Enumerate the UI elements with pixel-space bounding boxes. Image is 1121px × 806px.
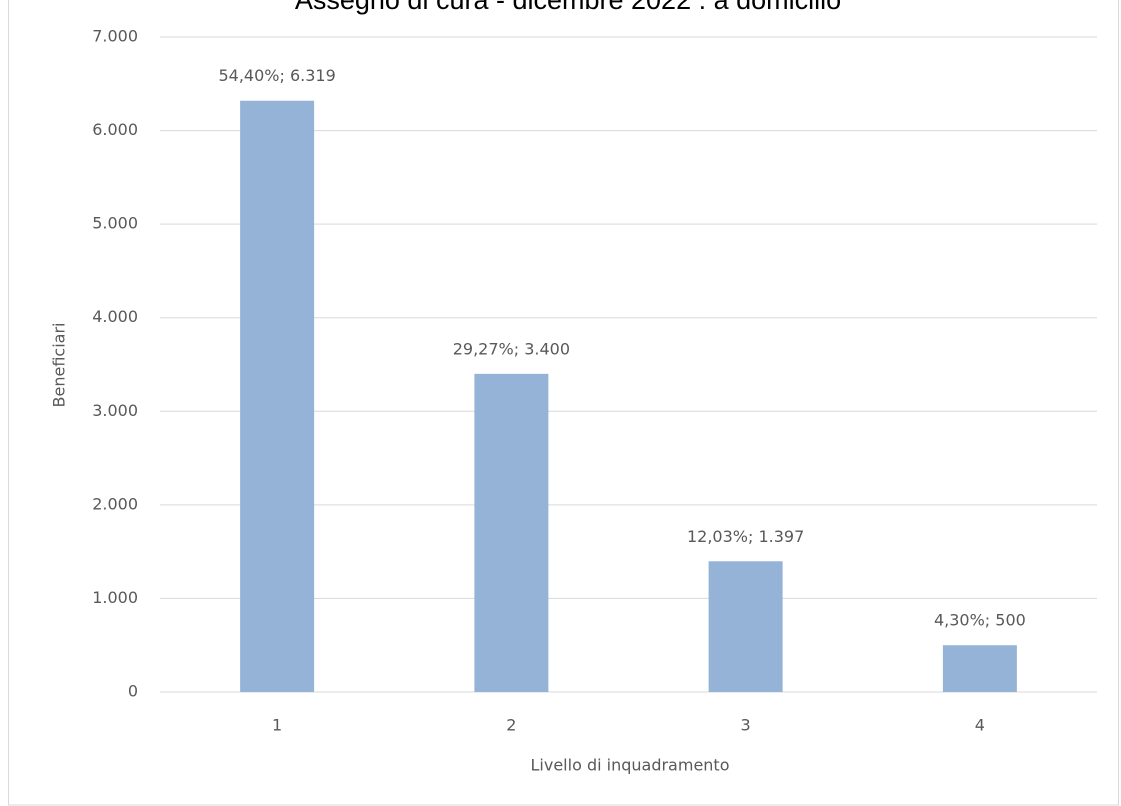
y-tick-label: 7.000 <box>92 27 138 46</box>
y-tick-label: 4.000 <box>92 307 138 326</box>
x-tick-label: 4 <box>975 716 985 735</box>
bar <box>942 645 1017 692</box>
bar <box>708 561 783 692</box>
y-tick-label: 1.000 <box>92 588 138 607</box>
y-tick-label: 2.000 <box>92 494 138 513</box>
y-tick-label: 5.000 <box>92 214 138 233</box>
data-label: 29,27%; 3.400 <box>453 339 570 358</box>
x-axis-title: Livello di inquadramento <box>531 756 730 775</box>
y-tick-label: 3.000 <box>92 401 138 420</box>
bar <box>240 100 315 692</box>
bar <box>474 373 549 692</box>
x-tick-label: 1 <box>272 716 282 735</box>
data-label: 54,40%; 6.319 <box>218 66 335 85</box>
y-tick-label: 6.000 <box>92 120 138 139</box>
y-tick-label: 0 <box>128 682 138 701</box>
x-tick-label: 3 <box>741 716 751 735</box>
chart-title: Assegno di cura - dicembre 2022 : a domi… <box>295 0 841 15</box>
data-label: 4,30%; 500 <box>934 611 1026 630</box>
y-axis-title: Beneficiari <box>50 323 69 408</box>
x-tick-label: 2 <box>506 716 516 735</box>
chart-border <box>8 0 1119 806</box>
data-label: 12,03%; 1.397 <box>687 527 804 546</box>
